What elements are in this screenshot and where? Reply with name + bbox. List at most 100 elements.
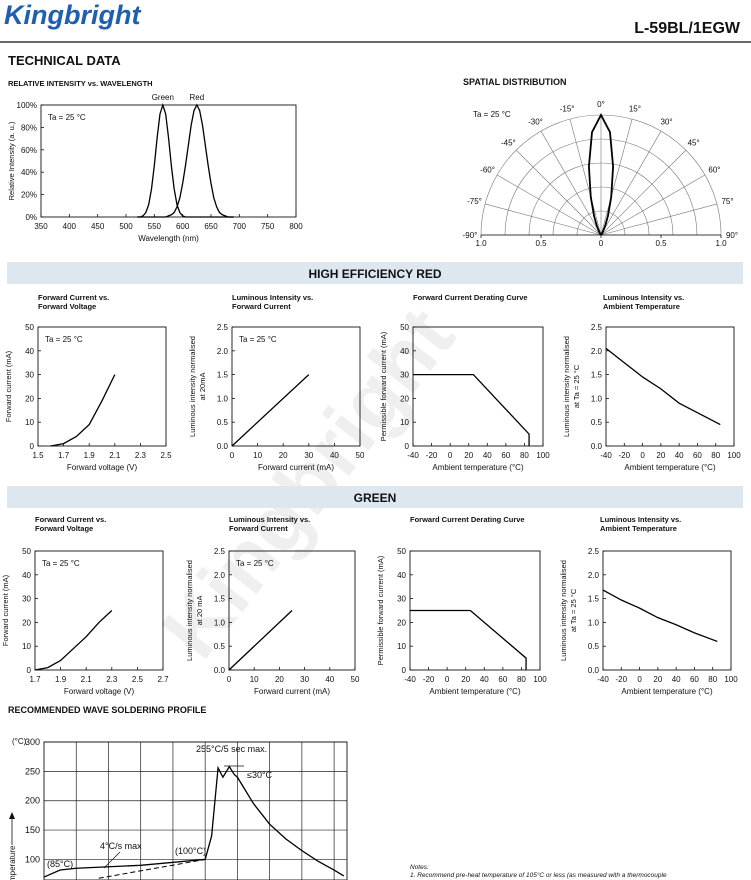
chart-title: Luminous Intensity vs.	[229, 515, 310, 524]
x-tick-label: 0	[640, 451, 645, 460]
y-tick-label: 2.5	[217, 323, 229, 332]
x-tick-label: 20	[275, 675, 284, 684]
chart-title: Forward Current	[232, 302, 291, 311]
y-tick-label: 1.5	[591, 371, 603, 380]
x-tick-label: 0	[448, 451, 453, 460]
data-line	[34, 610, 113, 671]
data-line	[605, 347, 721, 426]
x-tick-label: 1.9	[55, 675, 67, 684]
y-tick-label: 20	[397, 618, 406, 627]
y-tick-label: 20	[25, 394, 34, 403]
plot-frame	[231, 326, 361, 447]
y-tick-label: 1.0	[217, 394, 229, 403]
x-tick-label: 60	[501, 451, 510, 460]
x-tick-label: 100	[724, 675, 738, 684]
plot-frame	[602, 550, 732, 671]
x-tick-label: 30	[304, 451, 313, 460]
y-axis-label: Forward current (mA)	[4, 350, 13, 422]
x-tick-label: 80	[708, 675, 717, 684]
y-axis-label: Temperature	[8, 845, 17, 880]
annotation: 255°C/5 sec max.	[196, 744, 267, 754]
x-tick-label: 20	[464, 451, 473, 460]
x-tick-label: 500	[119, 222, 133, 231]
r-tick-label: 1.0	[475, 239, 487, 248]
x-tick-label: 40	[672, 675, 681, 684]
x-tick-label: 10	[250, 675, 259, 684]
x-tick-label: 20	[461, 675, 470, 684]
data-line	[98, 858, 206, 879]
x-tick-label: 2.1	[81, 675, 93, 684]
x-tick-label: 10	[253, 451, 262, 460]
y-axis-label: Luminous intensity normalised	[562, 336, 571, 437]
x-tick-label: 40	[330, 451, 339, 460]
x-tick-label: 600	[176, 222, 190, 231]
y-tick-label: 2.5	[214, 547, 226, 556]
y-tick-label: 0.5	[217, 418, 229, 427]
data-line	[231, 374, 310, 447]
chart-title: Forward Voltage	[38, 302, 96, 311]
angle-label: -30°	[528, 118, 543, 127]
series-label: Green	[152, 93, 174, 102]
x-tick-label: 40	[483, 451, 492, 460]
y-tick-label: 0.5	[591, 418, 603, 427]
y-axis-label: Luminous intensity normalised	[559, 560, 568, 661]
annotation: Ta = 25 °C	[45, 335, 83, 344]
x-tick-label: 1.9	[84, 451, 96, 460]
x-tick-label: 60	[498, 675, 507, 684]
x-tick-label: 40	[675, 451, 684, 460]
y-tick-label: 40	[400, 347, 409, 356]
data-line	[602, 589, 718, 643]
plot-frame	[43, 741, 348, 880]
x-tick-label: 100	[533, 675, 547, 684]
y-tick-label: 0	[405, 442, 410, 451]
y-tick-label: 1.0	[214, 618, 226, 627]
y-tick-label: 0.0	[214, 666, 226, 675]
x-tick-label: 20	[653, 675, 662, 684]
angle-label: 15°	[629, 104, 641, 113]
x-axis-label: Forward current (mA)	[254, 687, 330, 696]
chart-title: RECOMMENDED WAVE SOLDERING PROFILE	[8, 705, 206, 715]
x-tick-label: 1.7	[29, 675, 41, 684]
y-tick-label: 80%	[21, 123, 37, 132]
annotation: Ta = 25 °C	[236, 559, 274, 568]
chart-title: Luminous Intensity vs.	[600, 515, 681, 524]
x-axis-label: Forward current (mA)	[258, 463, 334, 472]
y-tick-label: 300	[25, 737, 40, 747]
annotation: (100°C)	[175, 846, 206, 856]
annotation: ≤30°C	[247, 770, 273, 780]
section-title: HIGH EFFICIENCY RED	[308, 267, 441, 281]
y-tick-label: 0.0	[591, 442, 603, 451]
grid-spoke	[600, 149, 687, 236]
x-tick-label: 450	[91, 222, 105, 231]
x-tick-label: 400	[63, 222, 77, 231]
y-tick-label: 2.0	[591, 347, 603, 356]
x-tick-label: -40	[600, 451, 612, 460]
x-tick-label: 2.5	[132, 675, 144, 684]
x-axis-label: Forward voltage (V)	[64, 687, 135, 696]
y-axis-label: Luminous intensity normalised	[185, 560, 194, 661]
x-tick-label: 60	[690, 675, 699, 684]
y-tick-label: 50	[397, 547, 406, 556]
angle-label: -45°	[501, 138, 516, 147]
plot-frame	[228, 550, 356, 671]
x-tick-label: 0	[637, 675, 642, 684]
x-tick-label: 80	[711, 451, 720, 460]
y-tick-label: 20	[22, 618, 31, 627]
x-tick-label: -20	[423, 675, 435, 684]
y-tick-label: 0.5	[588, 642, 600, 651]
x-tick-label: 20	[279, 451, 288, 460]
y-tick-label: 1.5	[217, 371, 229, 380]
y-tick-label: 1.0	[591, 394, 603, 403]
chart-title: Forward Voltage	[35, 524, 93, 533]
angle-label: 30°	[660, 118, 672, 127]
x-axis-label: Ambient temperature (°C)	[624, 463, 716, 472]
y-tick-label: 30	[397, 595, 406, 604]
x-tick-label: 650	[204, 222, 218, 231]
grid-spoke	[600, 119, 633, 236]
x-tick-label: -40	[407, 451, 419, 460]
x-tick-label: 1.5	[32, 451, 44, 460]
y-tick-label: 10	[25, 418, 34, 427]
chart-title: Forward Current	[229, 524, 288, 533]
x-tick-label: 2.3	[135, 451, 147, 460]
